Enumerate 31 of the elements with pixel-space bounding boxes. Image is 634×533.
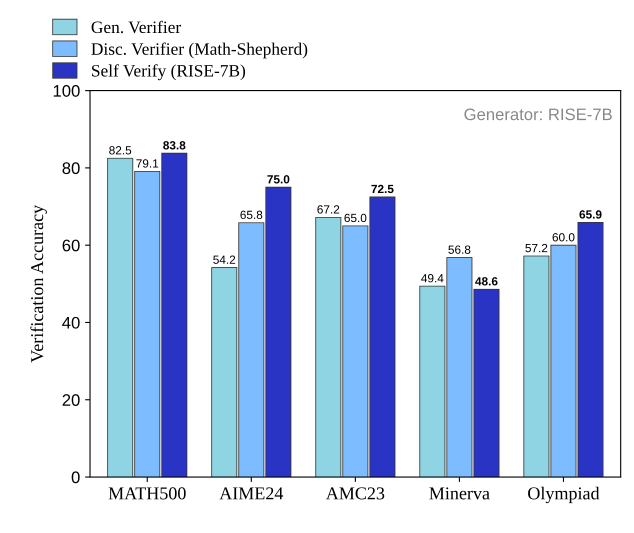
data-label: 65.0 — [344, 214, 366, 222]
data-label: 79.1 — [136, 159, 158, 168]
data-label: 67.2 — [317, 205, 340, 214]
data-label: 49.4 — [421, 274, 444, 282]
legend-label: Disc. Verifier (Math-Shepherd) — [91, 42, 308, 58]
x-tick-label: Minerva — [429, 487, 490, 500]
data-label: 54.2 — [213, 256, 236, 264]
x-tick-label: AIME24 — [219, 487, 284, 500]
y-tick-label: 0 — [72, 471, 80, 484]
y-tick-label: 60 — [62, 240, 80, 252]
legend-label: Gen. Verifier — [92, 20, 182, 34]
data-label: 82.5 — [109, 146, 132, 155]
data-label: 65.9 — [579, 210, 602, 219]
x-tick-label: AMC23 — [326, 487, 384, 500]
legend-label: Self Verify (RISE-7B) — [92, 64, 246, 80]
x-tick-label: Olympiad — [528, 486, 600, 504]
data-label: 72.5 — [371, 184, 394, 194]
y-tick-label: 40 — [62, 316, 80, 329]
data-label: 48.6 — [475, 277, 498, 286]
y-tick-label: 20 — [62, 394, 80, 406]
y-tick-label: 100 — [54, 85, 80, 97]
x-tick-label: MATH500 — [108, 487, 186, 500]
data-label: 75.0 — [267, 175, 290, 184]
data-label: 57.2 — [525, 244, 548, 252]
annotation: Generator: RISE-7B — [464, 108, 612, 120]
data-label: 56.8 — [448, 245, 470, 254]
y-axis-title: Verification Accuracy — [30, 204, 47, 363]
data-label: 65.8 — [240, 210, 262, 220]
data-label: 83.8 — [163, 141, 186, 150]
data-label: 60.0 — [552, 233, 574, 242]
y-tick-label: 80 — [62, 162, 80, 174]
